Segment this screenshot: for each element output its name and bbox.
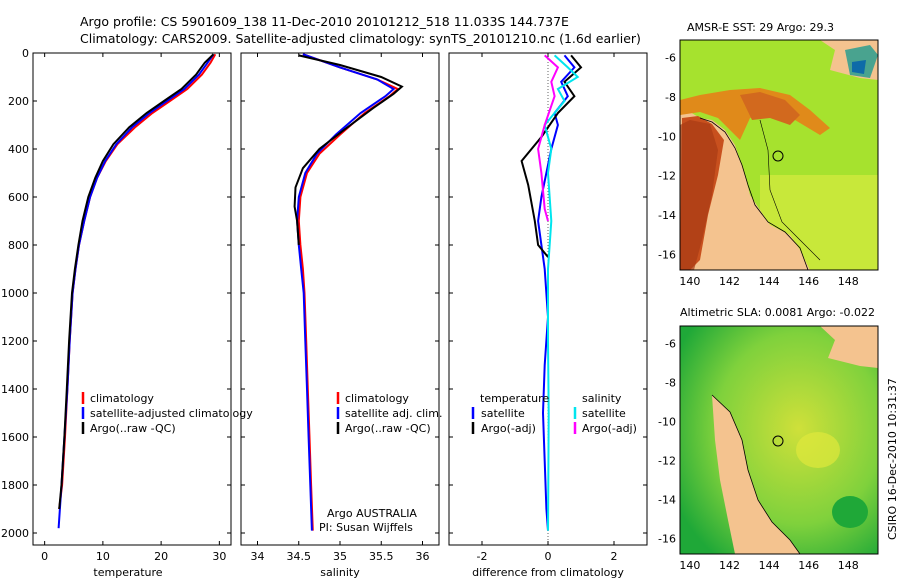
legend-label: satellite <box>582 407 626 420</box>
map-y-tick-label: -6 <box>665 52 676 65</box>
y-tick-label: 1400 <box>1 383 29 396</box>
y-tick-label: 1800 <box>1 479 29 492</box>
legend-label: satellite adj. clim. <box>345 407 442 420</box>
y-tick-label: 400 <box>8 143 29 156</box>
sst-map <box>680 40 878 270</box>
credit-line2: PI: Susan Wijffels <box>319 521 413 534</box>
map-x-tick-label: 144 <box>759 559 780 572</box>
side-timestamp: CSIRO 16-Dec-2010 10:31:37 <box>886 378 899 540</box>
legend-title-salinity: salinity <box>582 392 622 405</box>
series-line <box>58 53 215 510</box>
map-y-tick-label: -12 <box>658 454 676 467</box>
series-line <box>57 53 215 529</box>
sla-map-title: Altimetric SLA: 0.0081 Argo: -0.022 <box>680 306 875 319</box>
map-y-tick-label: -14 <box>658 493 676 506</box>
x-tick-label: 0 <box>41 550 48 563</box>
map-x-tick-label: 146 <box>798 559 819 572</box>
x-tick-label: 35 <box>333 550 347 563</box>
temperature-legend: climatology satellite-adjusted climatolo… <box>81 392 253 435</box>
map-y-tick-label: -10 <box>658 130 676 143</box>
sst-strait-warm <box>740 92 800 125</box>
sla-map-frame <box>679 325 879 555</box>
map-x-tick-label: 140 <box>679 275 700 288</box>
map-y-tick-label: -6 <box>665 338 676 351</box>
map-x-tick-label: 146 <box>798 275 819 288</box>
x-tick-label: 2 <box>611 550 618 563</box>
y-tick-label: 1000 <box>1 287 29 300</box>
legend-title-temperature: temperature <box>480 392 549 405</box>
sla-map <box>680 326 878 554</box>
y-tick-label: 2000 <box>1 527 29 540</box>
series-line <box>537 54 576 531</box>
series-line <box>293 54 404 246</box>
sst-map-frame <box>679 39 879 271</box>
header-line2: Climatology: CARS2009. Satellite-adjuste… <box>80 31 641 46</box>
map-x-tick-label: 148 <box>838 275 859 288</box>
y-tick-label: 600 <box>8 191 29 204</box>
y-tick-label: 1200 <box>1 335 29 348</box>
x-tick-label: 10 <box>96 550 110 563</box>
sla-low-patch <box>832 496 868 528</box>
sla-land-png <box>680 326 878 368</box>
map-x-tick-label: 148 <box>838 559 859 572</box>
salinity-xlabel: salinity <box>320 566 360 579</box>
x-tick-label: 34.5 <box>287 550 312 563</box>
salinity-axes <box>240 52 440 546</box>
map-y-tick-label: -8 <box>665 377 676 390</box>
map-x-tick-label: 140 <box>679 559 700 572</box>
legend-label: satellite-adjusted climatology <box>90 407 253 420</box>
map-x-tick-label: 142 <box>719 559 740 572</box>
sst-map-title: AMSR-E SST: 29 Argo: 29.3 <box>687 21 834 34</box>
legend-label: Argo(..raw -QC) <box>90 422 176 435</box>
y-tick-label: 0 <box>22 47 29 60</box>
sst-coastline <box>699 117 809 270</box>
y-tick-label: 1600 <box>1 431 29 444</box>
x-tick-label: 0 <box>545 550 552 563</box>
legend-label: Argo(-adj) <box>481 422 536 435</box>
legend-label: climatology <box>90 392 154 405</box>
y-tick-label: 200 <box>8 95 29 108</box>
x-tick-label: 36 <box>416 550 430 563</box>
series-line <box>543 54 580 531</box>
legend-label: Argo(..raw -QC) <box>345 422 431 435</box>
x-tick-label: -2 <box>477 550 488 563</box>
sst-reef-line <box>759 119 821 261</box>
map-y-tick-label: -12 <box>658 170 676 183</box>
map-y-tick-label: -14 <box>658 209 676 222</box>
sla-coastline <box>711 394 801 554</box>
map-y-tick-label: -16 <box>658 532 676 545</box>
difference-xlabel: difference from climatology <box>472 566 624 579</box>
legend-label: climatology <box>345 392 409 405</box>
series-line <box>296 53 396 531</box>
credit-line1: Argo AUSTRALIA <box>327 507 417 520</box>
sst-argo-marker <box>772 150 784 162</box>
legend-label: satellite <box>481 407 525 420</box>
x-tick-label: 30 <box>212 550 226 563</box>
x-tick-label: 34 <box>251 550 265 563</box>
temperature-xlabel: temperature <box>93 566 162 579</box>
y-tick-label: 800 <box>8 239 29 252</box>
legend-label: Argo(-adj) <box>582 422 637 435</box>
map-y-tick-label: -16 <box>658 248 676 261</box>
map-x-tick-label: 144 <box>759 275 780 288</box>
series-line <box>537 54 560 222</box>
sst-cold-core <box>852 60 866 74</box>
x-tick-label: 20 <box>154 550 168 563</box>
sla-argo-marker <box>772 435 784 447</box>
map-y-tick-label: -8 <box>665 91 676 104</box>
x-tick-label: 35.5 <box>369 550 394 563</box>
sla-high-patch <box>796 432 840 468</box>
difference-legend: temperature satellite Argo(-adj) salinit… <box>471 392 637 435</box>
map-y-tick-label: -10 <box>658 415 676 428</box>
temperature-axes <box>32 52 232 546</box>
sla-land-capeyork <box>712 395 800 554</box>
sst-gulf-hot <box>680 120 718 270</box>
salinity-legend: climatology satellite adj. clim. Argo(..… <box>336 392 442 435</box>
map-x-tick-label: 142 <box>719 275 740 288</box>
header-line1: Argo profile: CS 5901609_138 11-Dec-2010… <box>80 14 569 29</box>
